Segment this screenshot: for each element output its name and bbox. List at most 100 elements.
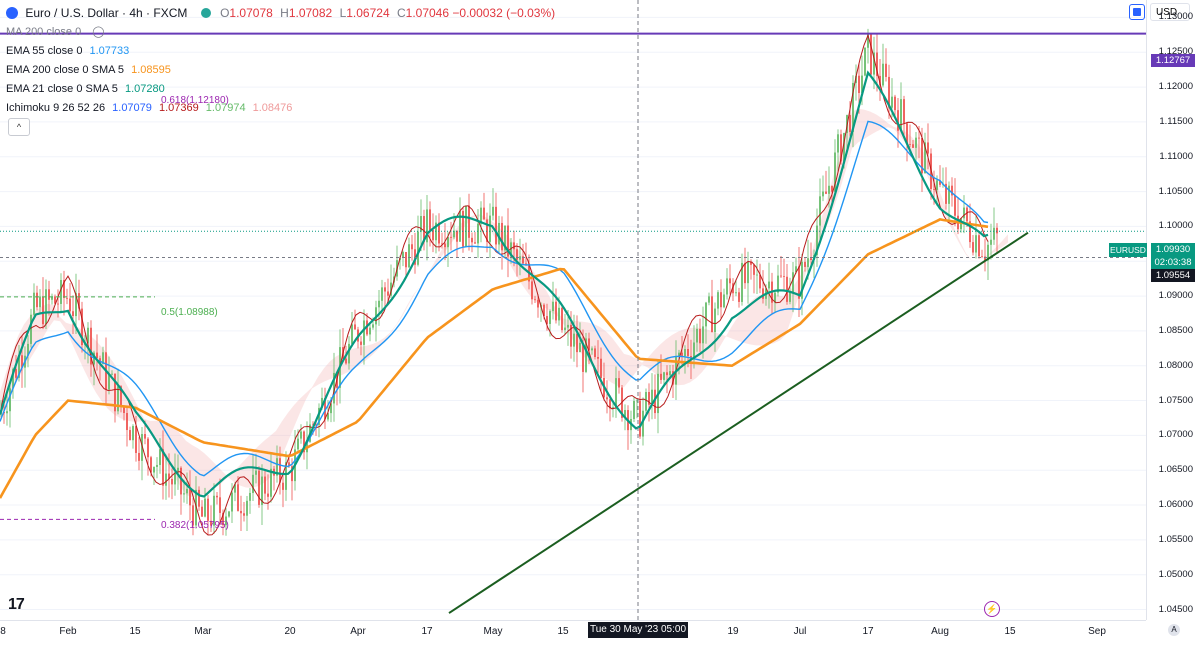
candle-body: [159, 449, 161, 465]
candle-body: [804, 261, 806, 267]
candle-body: [384, 287, 386, 292]
candle-body: [90, 327, 92, 365]
price-tick-label: 1.13000: [1158, 11, 1193, 23]
candle-body: [597, 357, 599, 359]
candle-body: [543, 304, 545, 317]
legend-ma200[interactable]: MA 200 close 0 ◯: [6, 26, 105, 38]
change-value: −0.00032 (−0.03%): [452, 6, 556, 20]
price-tick-label: 1.10500: [1158, 185, 1193, 197]
candle-body: [321, 397, 323, 408]
candle-body: [753, 264, 755, 275]
candle-body: [858, 75, 860, 94]
candle-body: [624, 410, 626, 418]
candle-body: [594, 348, 596, 358]
price-tick-label: 1.07500: [1158, 394, 1193, 406]
candle-body: [96, 352, 98, 359]
time-tick-label: 17: [862, 626, 874, 637]
candle-body: [498, 222, 500, 245]
candle-body: [138, 452, 140, 461]
candle-body: [327, 413, 329, 420]
legend-ichimoku[interactable]: Ichimoku 9 26 52 26 1.07079 1.07369 1.07…: [6, 99, 555, 118]
candle-body: [660, 373, 662, 380]
candle-body: [717, 292, 719, 309]
candle-body: [468, 205, 470, 238]
candle-body: [738, 292, 740, 302]
candle-body: [549, 311, 551, 324]
object-tree-icon[interactable]: [1129, 4, 1145, 20]
legend-ema55[interactable]: EMA 55 close 0 1.07733: [6, 42, 555, 61]
ichimoku-kijun-value: 1.07369: [158, 102, 199, 114]
crosshair-price-tag: 1.09554: [1151, 269, 1195, 282]
candle-body: [693, 342, 695, 360]
candle-body: [933, 189, 935, 190]
candle-body: [303, 431, 305, 453]
candle-body: [477, 223, 479, 244]
candle-body: [480, 207, 482, 224]
candle-body: [162, 449, 164, 486]
candle-body: [708, 296, 710, 303]
currency-selector[interactable]: USD: [1150, 3, 1190, 21]
candle-body: [147, 438, 149, 458]
candle-body: [348, 343, 350, 364]
candle-body: [555, 301, 557, 321]
candle-body: [57, 303, 59, 305]
candle-body: [573, 333, 575, 347]
candle-body: [780, 275, 782, 277]
candle-body: [222, 512, 224, 526]
candle-body: [816, 225, 818, 255]
candle-body: [783, 276, 785, 277]
candle-body: [405, 252, 407, 268]
candle-body: [687, 349, 689, 357]
candle-body: [546, 316, 548, 324]
legend-collapse-button[interactable]: ^: [8, 118, 30, 136]
candle-body: [741, 262, 743, 302]
candle-body: [648, 392, 650, 405]
tradingview-logo[interactable]: 17: [8, 596, 25, 613]
candle-body: [882, 63, 884, 86]
ema21-label: EMA 21 close 0 SMA 5: [6, 83, 118, 95]
candle-body: [453, 230, 455, 238]
candle-body: [225, 516, 227, 526]
candle-body: [351, 324, 353, 344]
candle-body: [174, 472, 176, 485]
candle-body: [678, 352, 680, 357]
candle-body: [921, 137, 923, 174]
legend-ema21[interactable]: EMA 21 close 0 SMA 5 1.07280: [6, 80, 555, 99]
candle-body: [762, 288, 764, 299]
candle-body: [645, 392, 647, 411]
candle-body: [234, 484, 236, 493]
lightning-icon[interactable]: ⚡: [984, 601, 1000, 617]
candle-body: [279, 458, 281, 483]
candle-body: [177, 467, 179, 473]
auto-scale-button[interactable]: A: [1168, 624, 1180, 636]
candle-body: [42, 296, 44, 325]
price-tick-label: 1.04500: [1158, 603, 1193, 615]
candle-body: [288, 462, 290, 467]
time-tick-label: May: [483, 626, 503, 637]
candle-body: [216, 495, 218, 498]
candle-body: [681, 352, 683, 357]
candle-body: [873, 52, 875, 75]
candle-body: [849, 115, 851, 133]
candle-body: [423, 216, 425, 243]
price-axis[interactable]: 1.13000 1.12500 1.12000 1.11500 1.11000 1.105…: [1146, 0, 1197, 620]
candle-body: [324, 397, 326, 420]
chart-legend: Euro / U.S. Dollar · 4h · FXCM O1.07078 …: [6, 4, 555, 118]
candle-body: [666, 372, 668, 376]
candle-body: [954, 195, 956, 216]
candle-body: [945, 183, 947, 204]
candle-body: [345, 358, 347, 364]
candle-body: [270, 468, 272, 497]
candle-body: [228, 511, 230, 517]
candle-body: [207, 498, 209, 521]
symbol-title[interactable]: Euro / U.S. Dollar · 4h · FXCM: [25, 6, 188, 20]
candle-body: [141, 434, 143, 461]
candle-body: [402, 252, 404, 258]
low-label: L: [339, 6, 347, 20]
ema200-label: EMA 200 close 0 SMA 5: [6, 64, 125, 76]
ma200-label: MA 200 close 0: [6, 26, 82, 38]
price-tick-label: 1.05000: [1158, 568, 1193, 580]
legend-ema200[interactable]: EMA 200 close 0 SMA 5 1.08595: [6, 61, 555, 80]
candle-body: [711, 296, 713, 333]
